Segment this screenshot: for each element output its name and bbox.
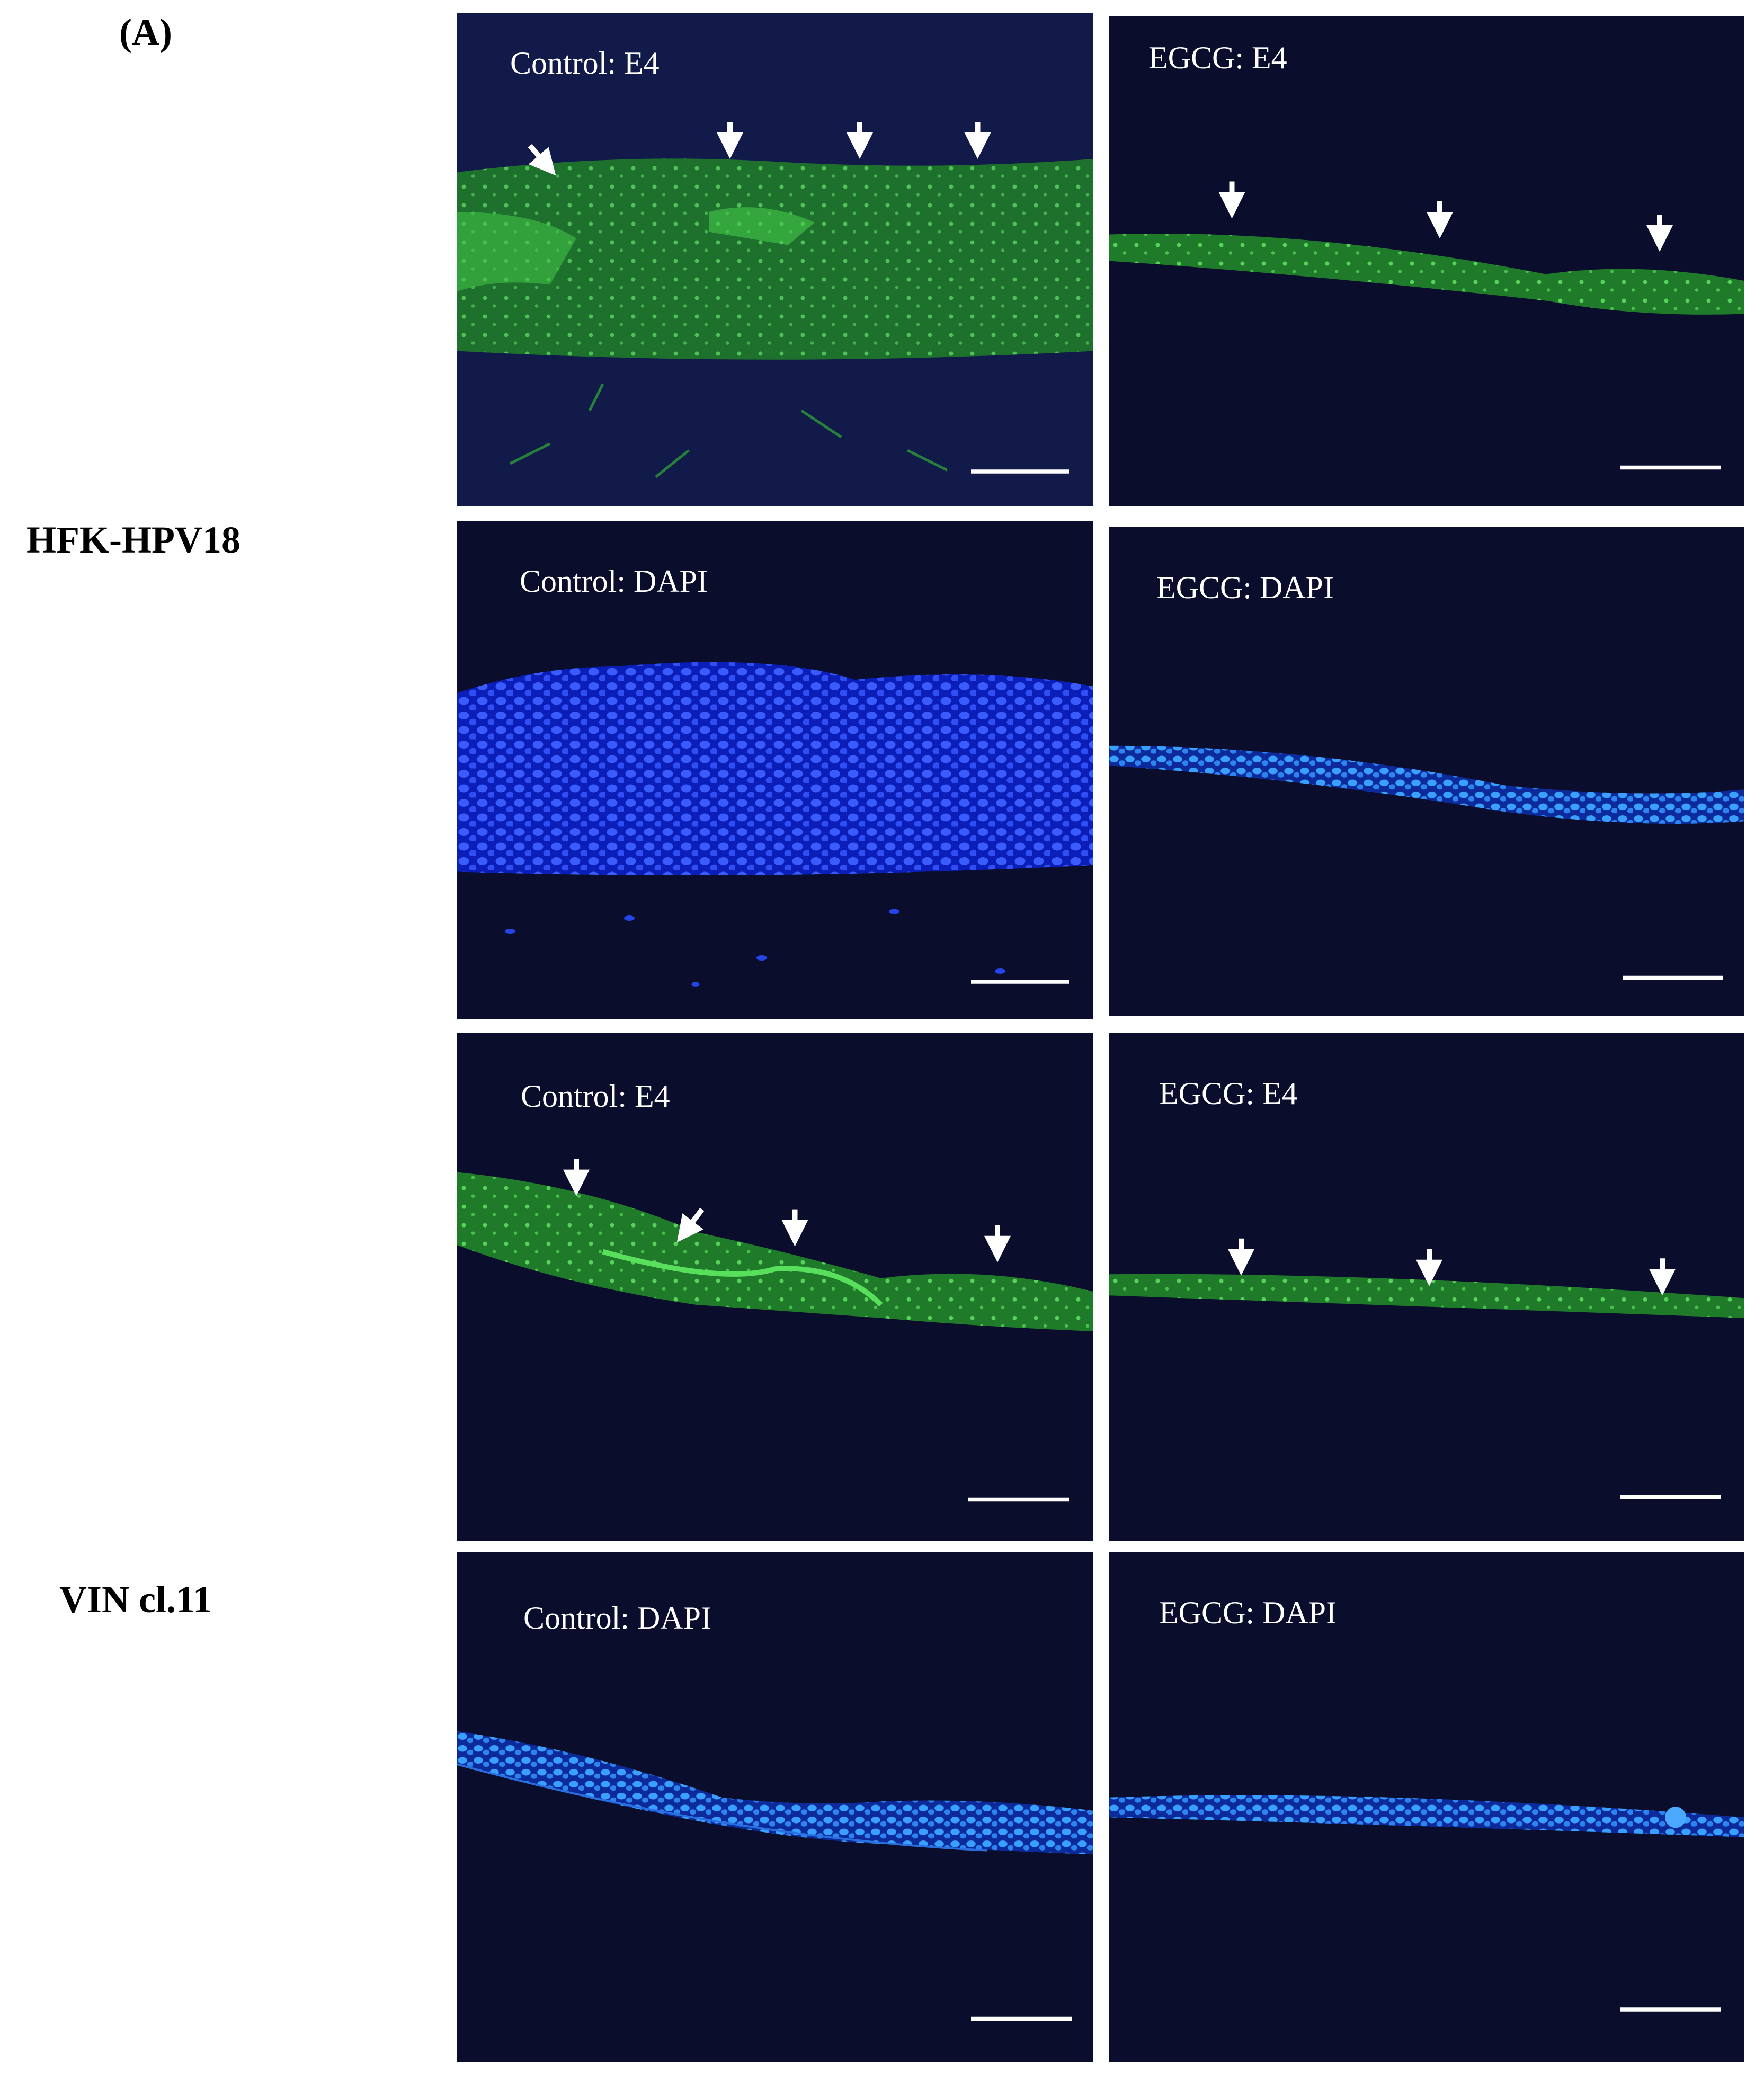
image — [457, 122, 1093, 478]
micrograph: EGCG: E4 — [1109, 16, 1744, 506]
micrograph: Control: E4 — [457, 1033, 1093, 1541]
row-group-label: HFK-HPV18 — [26, 519, 240, 561]
micrograph: EGCG: E4 — [1109, 1033, 1744, 1541]
micrograph: EGCG: DAPI — [1109, 527, 1744, 1016]
micrograph: Control: DAPI — [457, 1552, 1093, 2062]
image — [457, 1731, 1093, 2021]
image-label: EGCG: E4 — [1148, 40, 1287, 75]
image-label: Control: DAPI — [520, 564, 708, 599]
micrograph: EGCG: DAPI — [1109, 1552, 1744, 2062]
image — [1109, 181, 1744, 470]
micrograph: Control: DAPI — [457, 521, 1093, 1019]
panel-label: (A) — [119, 11, 172, 54]
image — [1109, 1795, 1744, 2012]
image-label: EGCG: E4 — [1159, 1076, 1298, 1111]
image-label: Control: E4 — [510, 46, 660, 81]
image-label: EGCG: DAPI — [1159, 1595, 1337, 1630]
image — [457, 662, 1093, 987]
row-group-label: VIN cl.11 — [59, 1578, 212, 1621]
image-label: EGCG: DAPI — [1156, 570, 1334, 605]
image — [457, 1159, 1093, 1502]
image-label: Control: DAPI — [523, 1600, 712, 1635]
image — [1109, 1238, 1744, 1499]
image — [1109, 745, 1744, 980]
image-label: Control: E4 — [521, 1079, 670, 1114]
micrograph: Control: E4 — [457, 13, 1093, 506]
